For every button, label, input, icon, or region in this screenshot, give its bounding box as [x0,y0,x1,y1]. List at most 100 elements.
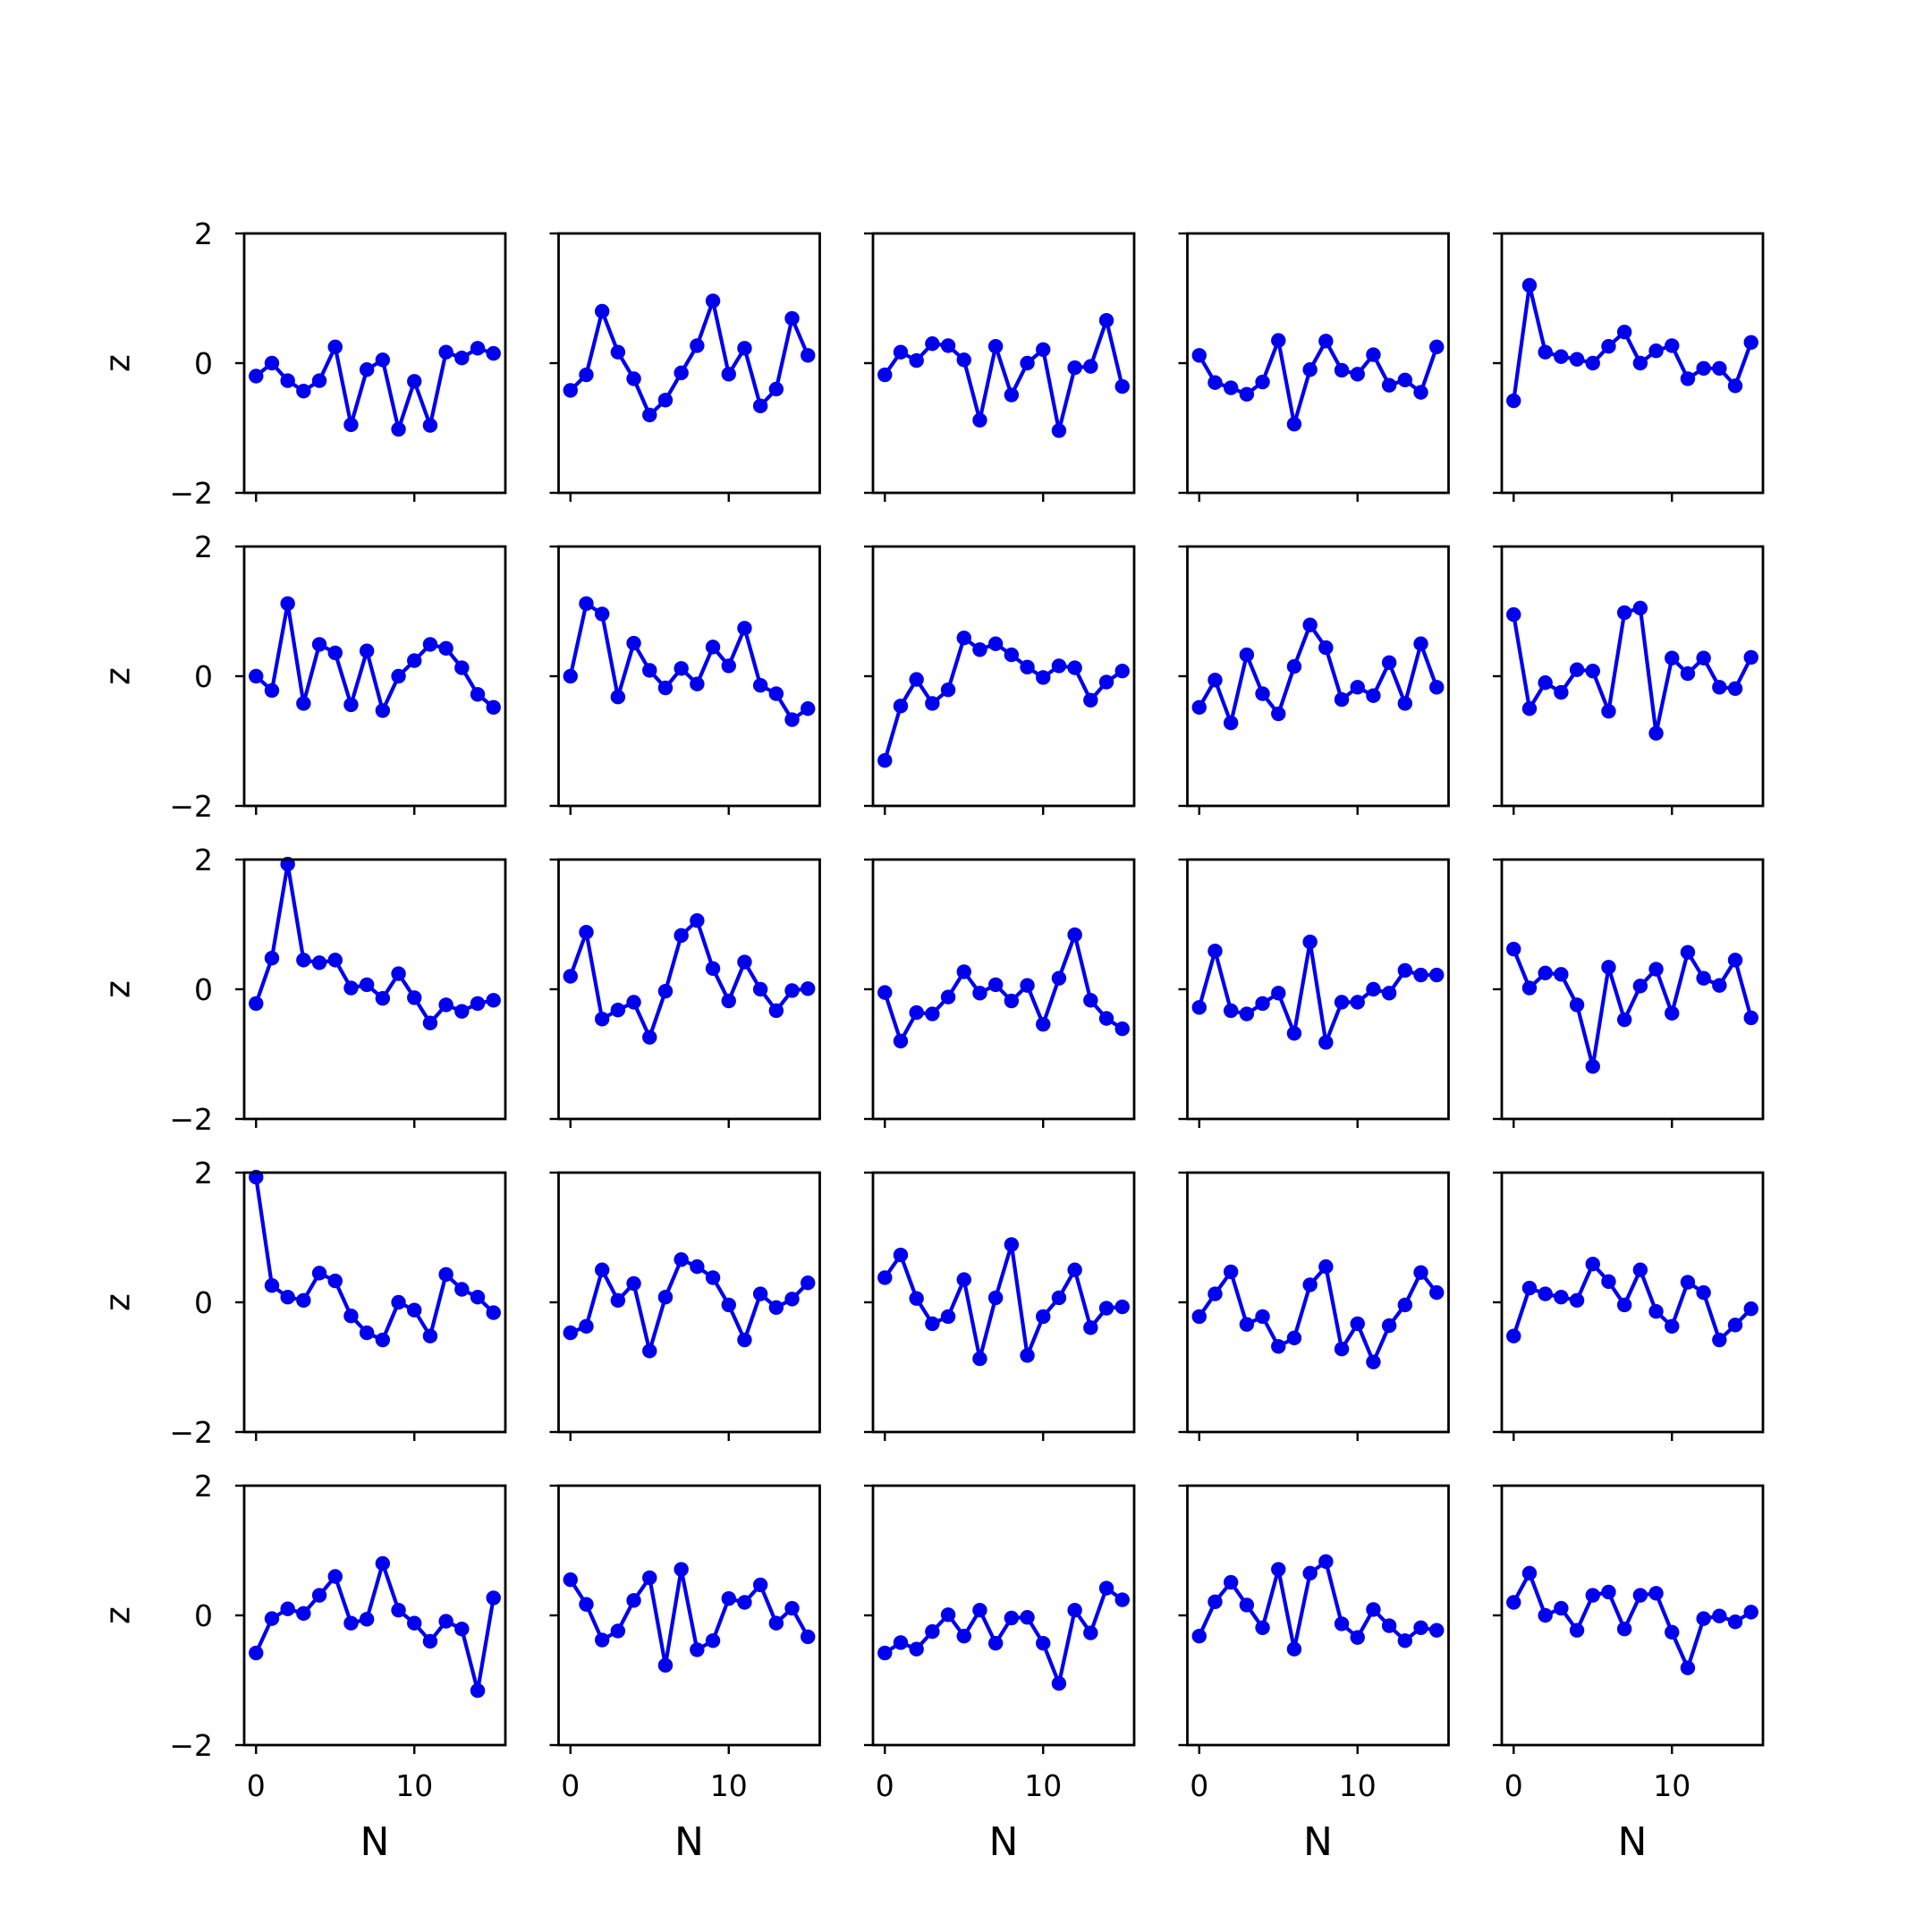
data-point [1271,333,1286,348]
y-tick-label: 2 [194,1156,213,1191]
data-point [925,696,940,711]
data-point [1538,675,1553,691]
data-point [343,1615,359,1631]
data-point [1302,617,1318,632]
data-point [1632,1262,1648,1277]
data-point [359,643,375,658]
data-point [956,1629,971,1644]
data-point [1585,664,1600,679]
data-point [1727,1614,1743,1630]
data-point [801,981,816,996]
data-point [1538,1607,1553,1623]
data-point [311,955,327,970]
data-point [391,1294,406,1310]
data-point [877,753,893,768]
data-point [1239,647,1255,663]
data-point [1665,1624,1680,1640]
data-point [1632,355,1648,371]
data-point [1271,1562,1286,1577]
data-point [1051,1675,1067,1691]
data-point [877,367,893,383]
data-point [1366,981,1381,997]
data-point [579,1318,594,1335]
data-point [438,997,453,1013]
series-line [254,344,495,432]
data-point [327,1569,343,1584]
data-point [1223,1574,1239,1590]
data-point [438,1614,453,1629]
series-line [884,1586,1123,1686]
data-point [1334,1342,1350,1357]
data-point [1350,995,1365,1010]
data-point [1680,1275,1696,1290]
data-point [1239,1317,1255,1332]
series-line [1197,338,1439,427]
data-point [1413,385,1428,400]
data-point [768,686,784,701]
data-point [752,1577,768,1593]
y-tick-label: −2 [169,1102,213,1137]
data-point [1255,1620,1270,1635]
data-point [690,1258,705,1275]
data-point [1381,655,1397,670]
data-point [375,1555,391,1572]
data-point [690,338,705,353]
data-point [909,672,924,687]
data-point [1429,967,1445,983]
data-point [784,1292,800,1307]
data-point [486,699,501,715]
data-point [391,966,406,981]
data-point [1506,606,1521,623]
data-point [1255,374,1270,390]
data-point [327,1273,343,1289]
data-point [1554,1600,1569,1616]
data-point [1397,1297,1413,1313]
data-point [1334,995,1350,1010]
data-point [1334,691,1350,708]
data-point [610,690,626,705]
data-point [249,369,264,384]
data-point [642,663,657,678]
series-line [254,1176,496,1343]
data-point [579,925,594,940]
data-point [610,344,626,360]
data-point [1712,680,1727,695]
data-point [1114,1299,1130,1315]
y-tick-label: −2 [169,1728,213,1763]
data-point [359,1612,375,1627]
data-point [1223,1003,1239,1019]
data-point [1098,1580,1114,1596]
data-point [296,383,311,399]
data-point [1601,1274,1616,1290]
axes-frame [1186,1484,1450,1747]
y-axis-label: z [98,980,138,998]
data-point [1506,1328,1521,1343]
data-point [1585,1059,1600,1074]
data-point [674,1562,689,1577]
series-line [254,601,496,713]
data-point [1569,352,1585,367]
data-point [925,1623,940,1640]
data-point [1696,360,1711,376]
data-point [768,1300,784,1316]
data-point [1601,703,1616,719]
data-point [1397,372,1413,388]
data-point [1004,1237,1020,1252]
data-point [1191,699,1207,715]
data-point [1521,1280,1538,1296]
data-point [1208,1286,1223,1301]
data-point [1381,377,1397,393]
data-point [657,983,674,999]
data-point [296,953,311,968]
data-point [359,1325,375,1341]
data-point [1239,386,1255,402]
series-line [254,1561,496,1693]
data-point [610,1623,626,1639]
data-point [1004,387,1020,402]
subplot-r2-c5 [1493,545,1765,815]
data-point [1616,605,1632,621]
data-point [893,699,909,714]
series-line [569,1258,809,1353]
data-point [657,680,674,696]
data-point [1208,375,1223,390]
